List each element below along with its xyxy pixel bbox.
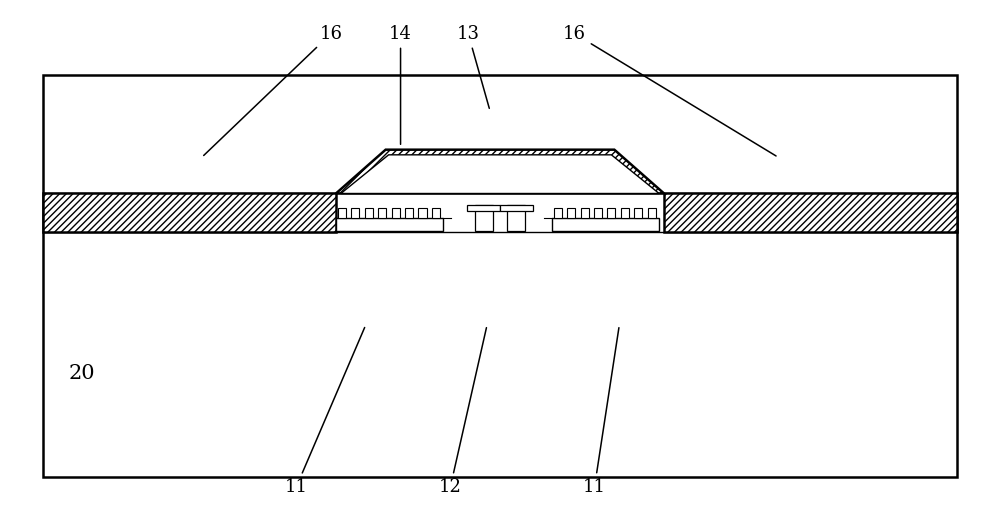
Text: 20: 20 [69,364,96,383]
Bar [594,208,602,218]
Bar [365,208,373,218]
Text: 12: 12 [439,328,486,497]
Bar [43,75,957,477]
Polygon shape [341,155,659,193]
Bar [567,208,575,218]
Bar [467,205,500,210]
Bar [418,208,427,218]
Bar [554,208,562,218]
Polygon shape [336,150,664,193]
Text: 11: 11 [285,328,365,497]
Bar [507,205,525,231]
Bar [648,208,656,218]
Bar [392,208,400,218]
Text: 11: 11 [583,328,619,497]
Bar [581,208,589,218]
Bar [607,208,615,218]
Bar [405,208,413,218]
Bar [432,208,440,218]
Bar [378,208,386,218]
Bar [664,193,957,232]
Text: 16: 16 [204,24,342,155]
Text: 16: 16 [563,24,776,156]
Bar [634,208,642,218]
Text: 13: 13 [457,24,489,108]
Bar [338,208,346,218]
Bar [43,193,336,232]
Bar [336,218,443,231]
Bar [552,218,659,231]
Bar [351,208,359,218]
Bar [621,208,629,218]
Bar [500,205,533,210]
Bar [475,205,493,231]
Text: 14: 14 [389,24,412,144]
